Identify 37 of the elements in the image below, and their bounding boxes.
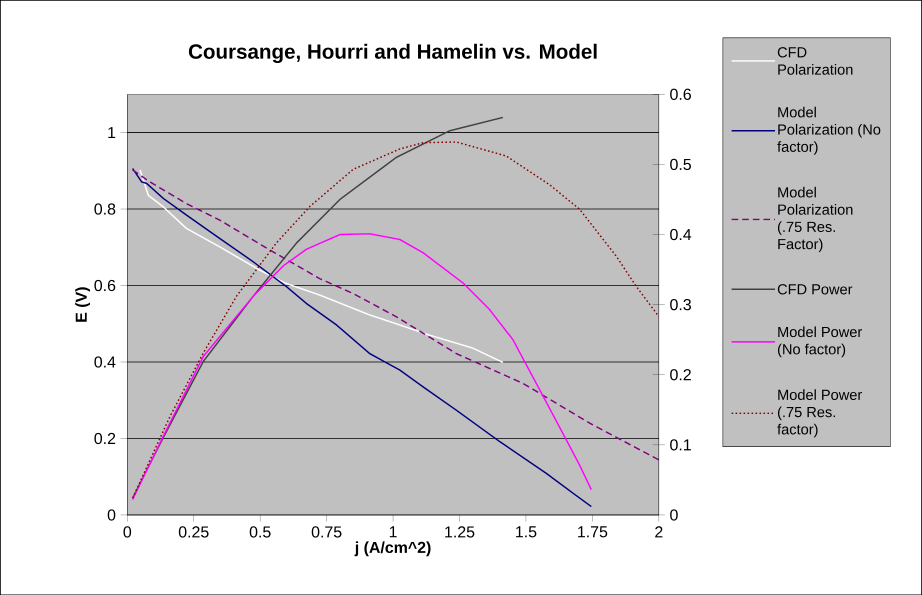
y-tick-label: 0.2: [94, 432, 116, 444]
y2-tick-label: 0.5: [670, 158, 691, 170]
y-tick-label: 0: [108, 509, 116, 520]
x-tick-label: 1.75: [578, 526, 608, 538]
x-tick-label: 0.75: [312, 526, 342, 538]
line-series: [132, 169, 659, 460]
legend-label: CFD Power: [778, 284, 852, 294]
legend-label: Model Power (.75 Res. factor): [777, 389, 862, 438]
y-tick-label: 0.6: [94, 280, 116, 291]
x-tick-label: 0.25: [178, 526, 209, 538]
x-axis-title: j (A/cm^2): [354, 541, 431, 556]
x-tick-label: 1.25: [445, 526, 474, 538]
legend-label: CFD Polarization: [778, 47, 852, 75]
y-tick-label: 0.8: [94, 203, 116, 215]
line-series: [139, 169, 504, 363]
line-series: [132, 168, 592, 508]
legend-label: Model Power (No factor): [778, 326, 862, 358]
x-tick-label: 1: [390, 526, 397, 538]
y-tick-label: 1: [108, 126, 116, 138]
y2-tick-label: 0.3: [670, 298, 691, 310]
line-series: [132, 116, 504, 499]
line-series: [132, 141, 659, 499]
x-tick-label: 2: [655, 526, 662, 538]
y2-tick-label: 0.6: [670, 88, 691, 100]
y2-tick-label: 0.4: [670, 228, 692, 240]
x-tick-label: 0: [123, 526, 132, 538]
legend-label: Model Polarization (No factor): [777, 106, 880, 155]
y-tick-label: 0.4: [94, 356, 116, 368]
y2-tick-label: 0.1: [670, 439, 691, 450]
y2-tick-label: 0: [670, 509, 678, 520]
line-series: [132, 232, 592, 500]
x-tick-label: 0.5: [250, 526, 271, 538]
y2-tick-label: 0.2: [670, 368, 691, 380]
chart-title: Coursange, Hourri and Hamelin vs. Model: [188, 44, 597, 63]
x-tick-label: 1.5: [516, 526, 536, 538]
legend-label: Model Polarization (.75 Res. Factor): [778, 186, 852, 252]
y-axis-title: E (V): [75, 287, 90, 322]
